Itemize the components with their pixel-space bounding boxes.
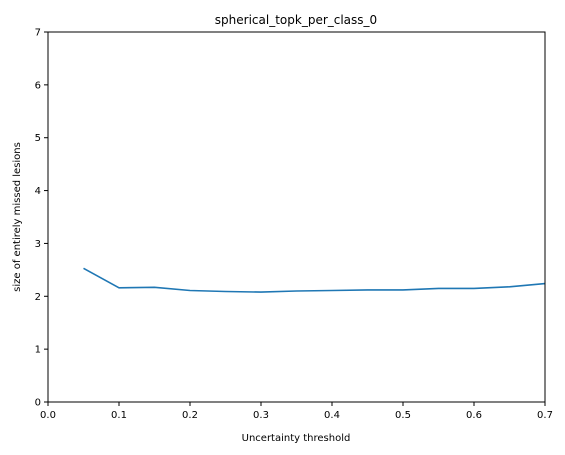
plot-area-frame <box>47 31 546 403</box>
x-tick-label: 0.4 <box>324 410 340 421</box>
y-tick-label: 2 <box>35 292 41 303</box>
y-tick-label: 4 <box>35 186 41 197</box>
x-tick-label: 0.3 <box>253 410 269 421</box>
y-tick-label: 3 <box>35 239 41 250</box>
y-tick-label: 5 <box>35 133 41 144</box>
x-tick-label: 0.0 <box>40 410 56 421</box>
y-axis-label: size of entirely missed lesions <box>12 142 23 292</box>
plot-lines <box>83 267 546 293</box>
x-tick-label: 0.2 <box>182 410 198 421</box>
x-tick-label: 0.7 <box>537 410 553 421</box>
y-tick-label: 1 <box>35 345 41 356</box>
chart-title: spherical_topk_per_class_0 <box>215 13 377 27</box>
y-tick-label: 6 <box>35 80 41 91</box>
x-tick-label: 0.6 <box>466 410 482 421</box>
x-axis-label: Uncertainty threshold <box>242 433 351 444</box>
x-axis-ticks: 0.0 0.1 0.2 0.3 0.4 0.5 0.6 0.7 <box>40 402 553 421</box>
y-axis-ticks: 0 1 2 3 4 5 6 7 <box>35 28 48 409</box>
y-tick-label: 7 <box>35 28 41 39</box>
y-tick-label: 0 <box>35 398 41 409</box>
series-line <box>83 267 546 293</box>
x-tick-label: 0.5 <box>395 410 411 421</box>
x-tick-label: 0.1 <box>111 410 127 421</box>
